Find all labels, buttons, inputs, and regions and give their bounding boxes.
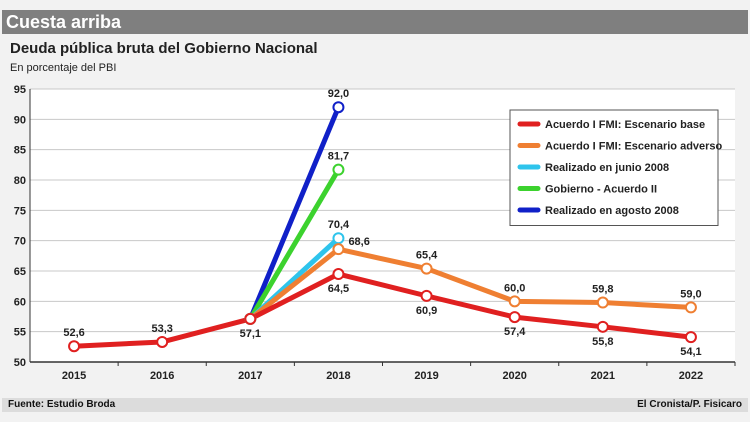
y-tick-label: 90 [14, 114, 26, 126]
y-tick-label: 65 [14, 266, 26, 278]
x-tick-label: 2018 [326, 370, 350, 382]
data-point [332, 268, 345, 281]
series-line [247, 246, 694, 322]
data-label: 54,1 [680, 346, 701, 358]
x-tick-label: 2021 [591, 370, 615, 382]
data-label: 59,0 [680, 288, 701, 300]
data-point [332, 163, 345, 176]
data-label: 57,4 [504, 326, 526, 338]
legend-label: Gobierno - Acuerdo II [545, 184, 657, 196]
footer-credit: El Cronista/P. Fisicaro [637, 399, 742, 410]
data-point [332, 101, 345, 114]
data-label: 52,6 [63, 327, 84, 339]
x-tick-label: 2020 [502, 370, 526, 382]
series-line [71, 271, 694, 349]
y-tick-label: 55 [14, 327, 26, 339]
x-tick-label: 2015 [62, 370, 86, 382]
y-tick-label: 85 [14, 145, 26, 157]
data-label: 68,6 [348, 236, 369, 248]
x-tick-label: 2016 [150, 370, 174, 382]
legend-box [509, 109, 719, 226]
data-label: 65,4 [416, 250, 438, 262]
data-point [420, 289, 433, 302]
data-label: 64,5 [328, 283, 349, 295]
data-label: 59,8 [592, 284, 613, 296]
data-point [684, 301, 697, 314]
x-tick-label: 2019 [414, 370, 438, 382]
y-tick-label: 95 [14, 84, 26, 96]
header-title: Cuesta arriba [6, 12, 122, 32]
chart-title: Deuda pública bruta del Gobierno Naciona… [10, 40, 318, 57]
y-tick-label: 50 [14, 357, 26, 369]
header-bar [2, 10, 748, 34]
data-point [68, 340, 81, 353]
y-tick-label: 70 [14, 236, 26, 248]
data-label: 55,8 [592, 336, 613, 348]
legend-label: Realizado en junio 2008 [545, 162, 669, 174]
series-line [247, 167, 341, 322]
chart-subtitle: En porcentaje del PBI [10, 62, 117, 74]
data-point [156, 335, 169, 348]
data-point [420, 262, 433, 275]
y-tick-label: 75 [14, 205, 26, 217]
data-point [244, 312, 257, 325]
data-point [684, 331, 697, 344]
footer-bar [2, 398, 748, 412]
data-label: 92,0 [328, 88, 349, 100]
series-line [247, 104, 341, 322]
data-point [508, 311, 521, 324]
data-label: 53,3 [151, 323, 172, 335]
y-tick-label: 60 [14, 296, 26, 308]
data-point [508, 295, 521, 308]
data-point [332, 232, 345, 245]
data-label: 60,0 [504, 282, 525, 294]
x-tick-label: 2017 [238, 370, 262, 382]
data-point [596, 296, 609, 309]
data-label: 70,4 [328, 219, 350, 231]
footer-source: Fuente: Estudio Broda [8, 399, 116, 410]
legend-label: Realizado en agosto 2008 [545, 205, 679, 217]
data-label: 57,1 [240, 328, 261, 340]
data-point [596, 320, 609, 333]
data-point [332, 243, 345, 256]
data-label: 60,9 [416, 305, 437, 317]
x-tick-label: 2022 [679, 370, 703, 382]
y-tick-label: 80 [14, 175, 26, 187]
legend-label: Acuerdo I FMI: Escenario base [545, 119, 705, 131]
legend-label: Acuerdo I FMI: Escenario adverso [545, 141, 723, 153]
data-label: 81,7 [328, 151, 349, 163]
